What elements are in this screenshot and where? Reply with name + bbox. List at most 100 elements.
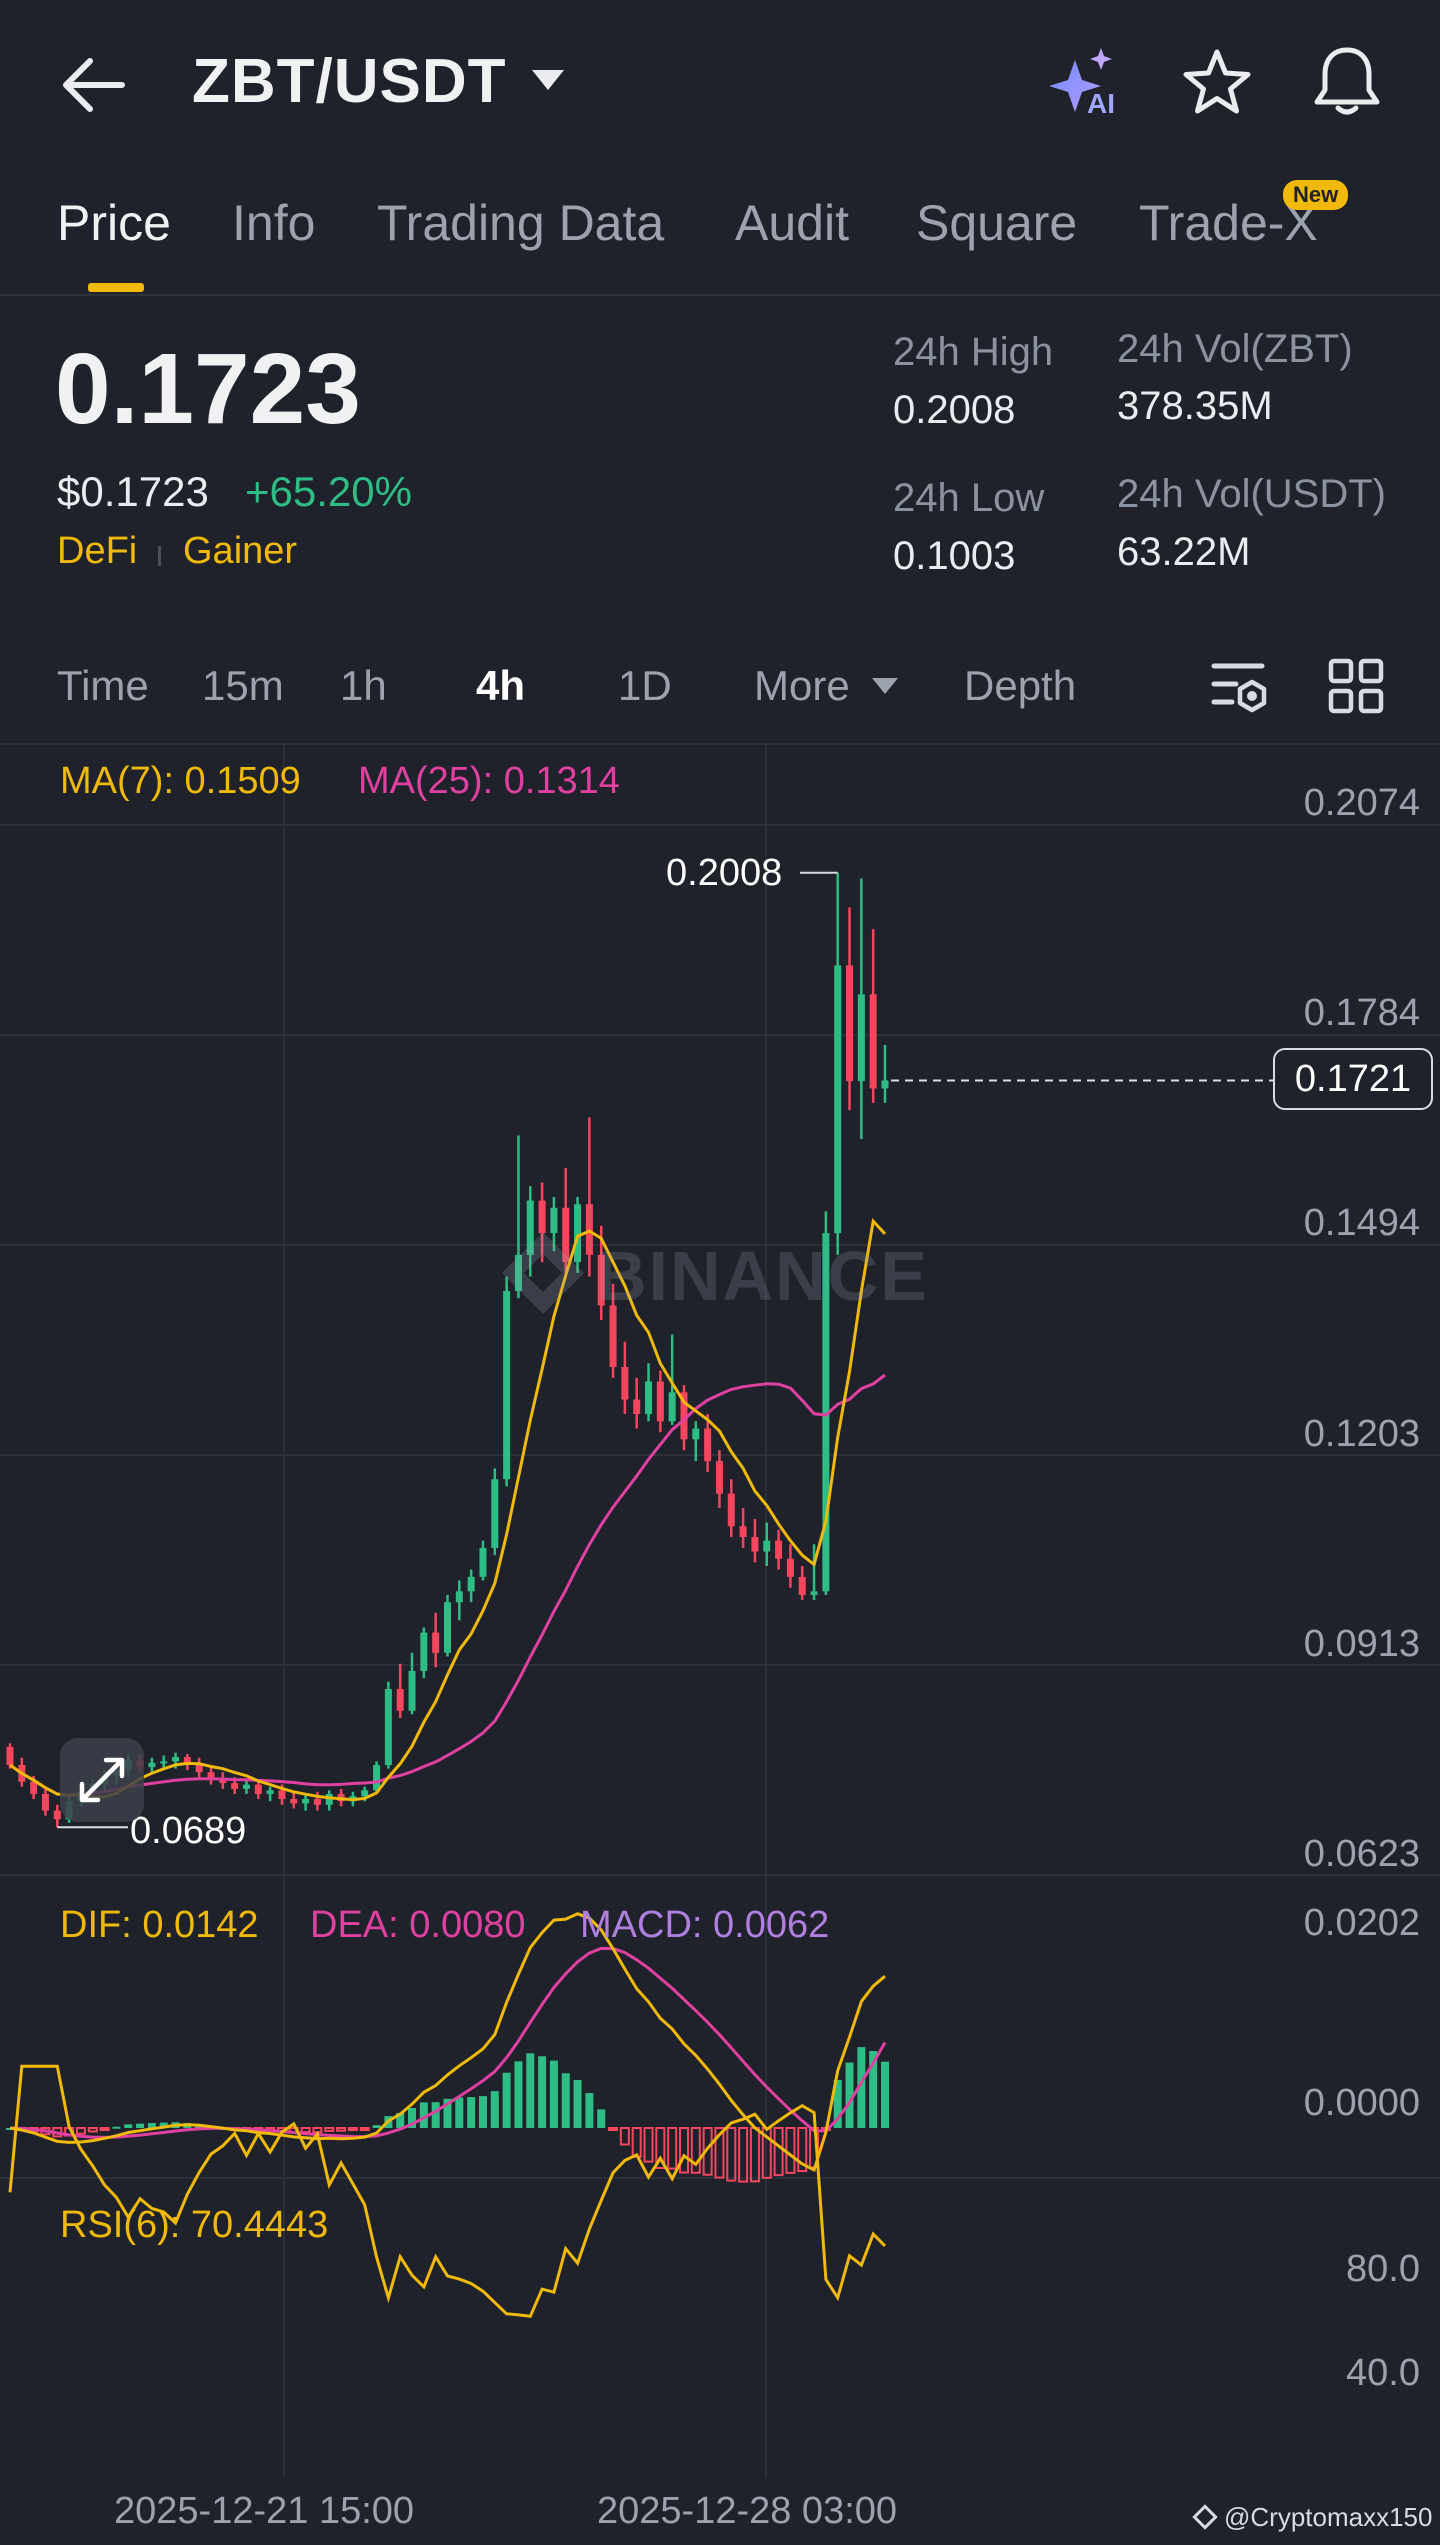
vol-quote-label: 24h Vol(USDT) bbox=[1117, 472, 1386, 516]
tag-gainer[interactable]: Gainer bbox=[183, 530, 298, 572]
tf-4h[interactable]: 4h bbox=[476, 662, 526, 709]
candle-body bbox=[384, 1689, 392, 1766]
dea-line bbox=[9, 1946, 887, 2139]
bell-icon[interactable] bbox=[1312, 44, 1382, 118]
candle-body bbox=[514, 1254, 522, 1292]
tf-more[interactable]: More bbox=[754, 662, 850, 709]
binance-watermark: BINANCE bbox=[498, 1228, 948, 1318]
binance-small-logo-icon bbox=[1192, 2504, 1218, 2530]
candle-body bbox=[313, 1799, 321, 1805]
chevron-down-icon[interactable] bbox=[530, 68, 566, 94]
tf-time[interactable]: Time bbox=[57, 662, 149, 709]
candle-body bbox=[621, 1367, 629, 1400]
tab-divider bbox=[0, 294, 1440, 296]
candle-body bbox=[656, 1381, 664, 1422]
macd-tick-0: 0.0202 bbox=[1303, 1902, 1420, 1944]
macd-label: MACD: 0.0062 bbox=[580, 1904, 830, 1946]
macd-histogram-bar bbox=[585, 2093, 594, 2128]
macd-histogram-bar bbox=[147, 2122, 156, 2128]
high-label: 24h High bbox=[893, 330, 1054, 374]
macd-histogram-bar bbox=[502, 2072, 511, 2128]
active-tab-indicator bbox=[88, 283, 144, 292]
candle-body bbox=[786, 1558, 794, 1577]
candle-body bbox=[266, 1790, 274, 1794]
candle-body bbox=[219, 1779, 227, 1784]
macd-histogram-bar bbox=[655, 2127, 666, 2169]
candle-body bbox=[715, 1461, 723, 1494]
macd-histogram-bar bbox=[714, 2127, 725, 2179]
candle-body bbox=[763, 1540, 771, 1552]
candle-body bbox=[290, 1799, 298, 1804]
candle-body bbox=[242, 1784, 250, 1789]
candle-body bbox=[455, 1591, 463, 1603]
macd-histogram-bar bbox=[643, 2127, 654, 2163]
macd-histogram-bar bbox=[690, 2127, 701, 2174]
macd-histogram-bar bbox=[631, 2127, 642, 2158]
candle-body bbox=[408, 1670, 416, 1711]
usd-price: $0.1723 bbox=[57, 468, 209, 515]
candle-body bbox=[609, 1305, 617, 1368]
back-arrow-icon[interactable] bbox=[60, 55, 130, 115]
macd-histogram-bar bbox=[490, 2091, 499, 2128]
candle-body bbox=[645, 1381, 653, 1415]
candle-body bbox=[467, 1576, 475, 1592]
macd-histogram-bar bbox=[431, 2102, 440, 2128]
candle-body bbox=[692, 1428, 700, 1440]
rsi-label: RSI(6): 70.4443 bbox=[60, 2204, 329, 2246]
y-tick-4: 0.0913 bbox=[1303, 1623, 1420, 1665]
candle-body bbox=[491, 1479, 499, 1548]
expand-icon bbox=[79, 1757, 125, 1803]
macd-histogram-bar bbox=[608, 2127, 619, 2131]
tab-price[interactable]: Price bbox=[57, 195, 171, 251]
macd-histogram-bar bbox=[549, 2060, 558, 2128]
chart-settings-icon[interactable] bbox=[1210, 658, 1270, 716]
candle-body bbox=[396, 1689, 404, 1711]
macd-histogram-bar bbox=[112, 2126, 121, 2129]
tab-trading-data[interactable]: Trading Data bbox=[377, 195, 665, 251]
macd-histogram-bar bbox=[667, 2127, 678, 2170]
tf-1h[interactable]: 1h bbox=[340, 662, 387, 709]
candle-body bbox=[562, 1207, 570, 1263]
low-label: 24h Low bbox=[893, 476, 1045, 520]
grid-layout-icon[interactable] bbox=[1328, 658, 1384, 714]
candle-body bbox=[869, 994, 877, 1089]
star-icon[interactable] bbox=[1182, 48, 1252, 116]
tag-separator bbox=[158, 546, 161, 566]
candle-body bbox=[373, 1765, 381, 1791]
new-badge: New bbox=[1283, 180, 1349, 210]
more-chevron-icon[interactable] bbox=[870, 676, 900, 696]
macd-histogram-bar bbox=[467, 2097, 476, 2128]
macd-histogram-bar bbox=[99, 2127, 110, 2131]
last-price: 0.1723 bbox=[55, 333, 361, 445]
tab-audit[interactable]: Audit bbox=[735, 195, 849, 251]
ai-sparkle-icon[interactable]: AI bbox=[1045, 46, 1125, 126]
macd-histogram-bar bbox=[538, 2056, 547, 2128]
tag-defi[interactable]: DeFi bbox=[57, 530, 138, 572]
tab-info[interactable]: Info bbox=[232, 195, 316, 251]
ma25-line bbox=[9, 1373, 886, 1797]
pair-title[interactable]: ZBT/USDT bbox=[192, 47, 507, 116]
expand-button[interactable] bbox=[60, 1738, 144, 1822]
tf-depth[interactable]: Depth bbox=[964, 662, 1077, 709]
macd-histogram-bar bbox=[396, 2112, 405, 2128]
rsi-tick-1: 40.0 bbox=[1346, 2352, 1420, 2394]
macd-histogram-bar bbox=[597, 2109, 606, 2128]
candle-body bbox=[574, 1204, 582, 1263]
candle-body bbox=[148, 1762, 156, 1768]
tab-square[interactable]: Square bbox=[916, 195, 1078, 251]
candle-body bbox=[172, 1757, 180, 1762]
candle-body bbox=[668, 1392, 676, 1422]
toolbar-divider bbox=[0, 743, 1440, 745]
candle-body bbox=[207, 1772, 215, 1780]
macd-histogram-bar bbox=[678, 2127, 689, 2174]
macd-histogram-bar bbox=[136, 2123, 145, 2128]
candle-body bbox=[30, 1781, 38, 1794]
tf-15m[interactable]: 15m bbox=[202, 662, 284, 709]
x-tick-0: 2025-12-21 15:00 bbox=[114, 2490, 415, 2532]
candle-body bbox=[183, 1757, 191, 1766]
binance-logo-icon bbox=[502, 1232, 584, 1314]
tf-1d[interactable]: 1D bbox=[618, 662, 672, 709]
candle-body bbox=[254, 1784, 262, 1794]
candle-body bbox=[798, 1576, 806, 1595]
